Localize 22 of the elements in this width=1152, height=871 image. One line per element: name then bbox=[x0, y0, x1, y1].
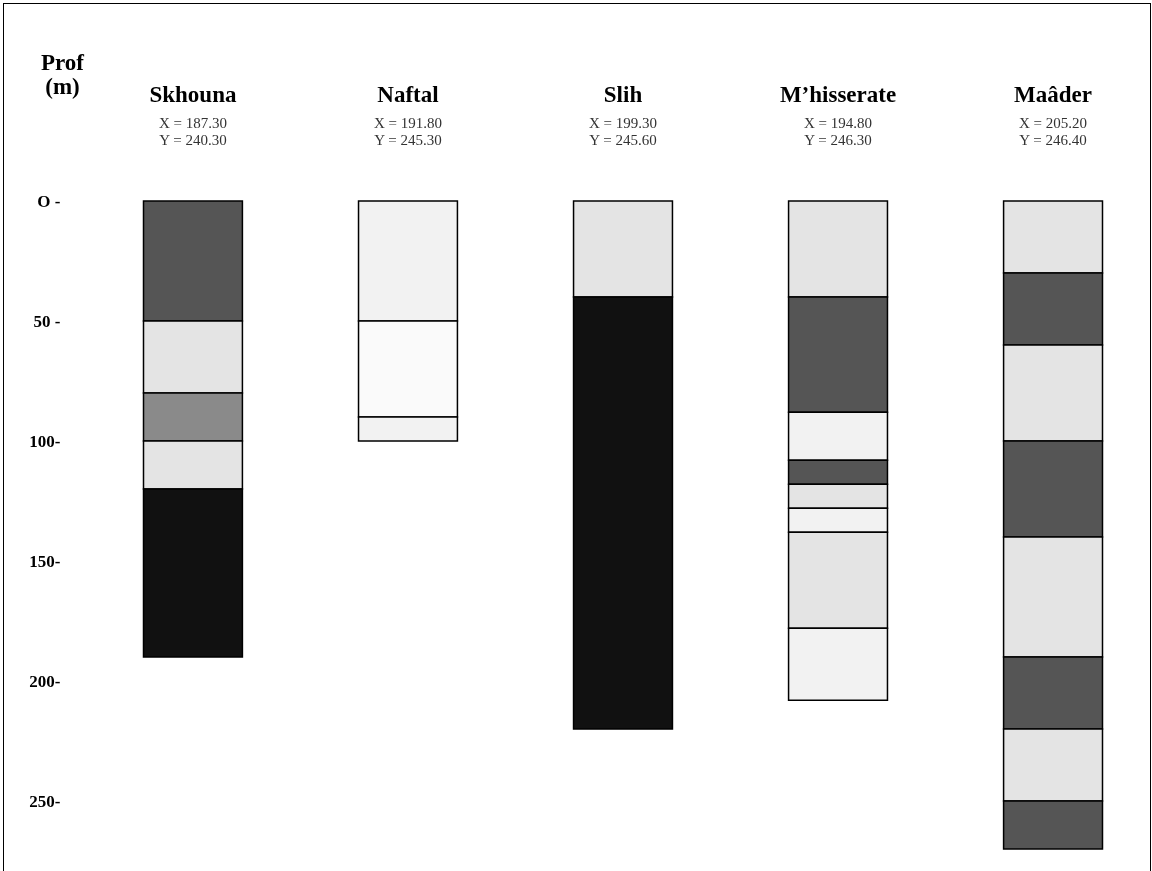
text: Y = 240.30 bbox=[159, 132, 227, 148]
text: X = 187.30 bbox=[158, 115, 227, 131]
y-tick-label: 200- bbox=[29, 671, 61, 691]
text: Y = 245.60 bbox=[589, 132, 657, 148]
x-tick-label: Naftal bbox=[377, 81, 439, 107]
x-tick-label: Maâder bbox=[1014, 81, 1092, 107]
text: Y = 246.40 bbox=[1019, 132, 1087, 148]
y-tick-label: 150- bbox=[29, 551, 61, 571]
x-tick-label: Skhouna bbox=[149, 81, 237, 107]
x-tick-label: Slih bbox=[603, 81, 643, 107]
y-tick-label: 250- bbox=[29, 791, 61, 811]
text: Y = 246.30 bbox=[804, 132, 872, 148]
x-tick-label: M’hisserate bbox=[779, 81, 897, 107]
y-tick-label: 100- bbox=[29, 431, 61, 451]
y-tick-label: O - bbox=[37, 191, 61, 211]
text: X = 191.80 bbox=[373, 115, 442, 131]
text: X = 194.80 bbox=[804, 115, 873, 131]
text: Y = 245.30 bbox=[374, 132, 442, 148]
text: X = 205.20 bbox=[1019, 115, 1088, 131]
text: X = 199.30 bbox=[588, 115, 658, 131]
y-tick-label: 50 - bbox=[33, 311, 61, 331]
y-axis-title: Prof (m) bbox=[40, 49, 85, 99]
